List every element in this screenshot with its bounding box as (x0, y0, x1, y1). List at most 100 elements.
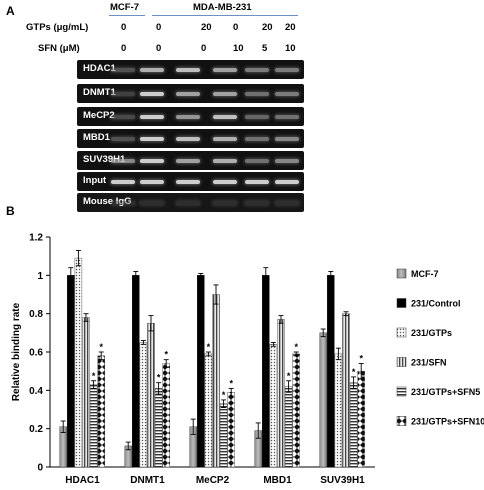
x-tick-label-hdac1: HDAC1 (65, 475, 100, 486)
gel-band-lane-1 (111, 137, 135, 141)
gel-band-lane-2 (140, 68, 164, 72)
significance-marker: * (359, 354, 363, 364)
gtps-value-lane-4: 0 (233, 22, 239, 33)
bar-suv39h1-231-gtps-sfn10 (357, 370, 365, 468)
y-tick-label: 0.8 (29, 309, 43, 320)
gel-band-lane-6 (275, 115, 299, 119)
gel-band-lane-2 (140, 201, 164, 205)
sfn-value-lane-2: 0 (156, 43, 162, 54)
gel-band-lane-2 (140, 180, 164, 184)
gel-row-mouse-igg: Mouse IgG (77, 193, 304, 212)
gel-band-lane-3 (176, 180, 200, 184)
gel-row-dnmt1: DNMT1 (77, 84, 304, 103)
significance-marker: * (92, 371, 96, 381)
bar-dnmt1-231-gtps-sfn5 (154, 388, 163, 468)
bar-mbd1-231-gtps-sfn10 (292, 353, 300, 468)
gel-band-lane-4 (213, 180, 237, 184)
gel-band-lane-3 (176, 137, 200, 141)
gel-band-lane-3 (176, 201, 200, 205)
y-tick-label: 0.4 (29, 386, 43, 397)
panel-b-letter: B (6, 204, 15, 218)
y-tick-label: 0 (37, 463, 43, 474)
cell-line-mcf7-label: MCF-7 (110, 2, 140, 13)
gel-band-lane-4 (213, 159, 237, 163)
cell-line-mda-label: MDA-MB-231 (193, 2, 252, 13)
gel-row-label: MeCP2 (83, 110, 115, 121)
significance-marker: * (222, 390, 226, 400)
gel-band-lane-1 (111, 68, 135, 72)
gel-band-lane-3 (176, 92, 200, 96)
bar-suv39h1-231-sfn (342, 313, 350, 468)
significance-marker: * (99, 342, 103, 352)
legend-swatch-231-gtps-sfn10 (396, 416, 407, 426)
gel-row-label: Input (83, 175, 107, 186)
gel-band-lane-5 (245, 137, 269, 141)
bar-hdac1-231-gtps-sfn10 (97, 355, 105, 468)
y-tick-label: 0.2 (29, 424, 43, 435)
bar-dnmt1-231-gtps-sfn10 (162, 363, 170, 468)
gel-band-lane-1 (111, 115, 135, 119)
bar-hdac1-231-gtps-sfn5 (89, 384, 98, 468)
gel-row-mecp2: MeCP2 (77, 107, 304, 126)
gel-band-lane-4 (213, 137, 237, 141)
legend-swatch-231-sfn (396, 357, 407, 367)
gtps-value-lane-5: 20 (262, 22, 273, 33)
legend-label-231-gtps-sfn5: 231/GTPs+SFN5 (411, 387, 480, 397)
legend-swatch-mcf-7 (396, 268, 407, 279)
gel-row-label: HDAC1 (83, 63, 116, 74)
bar-mbd1-231-control (262, 275, 270, 468)
gel-row-mbd1: MBD1 (77, 129, 304, 148)
legend-swatch-231-gtps (396, 327, 407, 338)
gel-band-lane-3 (176, 159, 200, 163)
gel-row-suv39h1: SUV39H1 (77, 151, 304, 170)
y-tick-label: 0.6 (29, 348, 43, 359)
legend-swatch-231-control (396, 298, 407, 308)
gel-band-lane-4 (213, 92, 237, 96)
bar-mbd1-231-gtps (269, 344, 278, 468)
gel-band-lane-3 (176, 68, 200, 72)
significance-marker: * (294, 342, 298, 352)
y-axis-label: Relative binding rate (11, 302, 22, 401)
sfn-value-lane-1: 0 (121, 43, 127, 54)
significance-marker: * (157, 373, 161, 383)
significance-marker: * (229, 378, 233, 388)
x-tick-label-dnmt1: DNMT1 (130, 475, 165, 486)
gel-band-lane-5 (245, 68, 269, 72)
sfn-value-lane-4: 10 (233, 43, 244, 54)
bar-hdac1-231-control (67, 275, 75, 468)
bar-suv39h1-231-control (327, 275, 335, 468)
bar-mecp2-231-gtps-sfn5 (219, 403, 228, 468)
gel-band-lane-2 (140, 159, 164, 163)
mda-underline (152, 15, 298, 16)
sfn-value-lane-5: 5 (262, 43, 268, 54)
bar-suv39h1-231-gtps-sfn5 (349, 382, 358, 468)
significance-marker: * (287, 371, 291, 381)
gel-band-lane-1 (111, 201, 135, 205)
bar-dnmt1-231-gtps (139, 342, 148, 468)
gel-band-lane-5 (245, 180, 269, 184)
gel-band-lane-5 (245, 92, 269, 96)
gel-band-lane-4 (213, 115, 237, 119)
gtps-label: GTPs (μg/mL) (26, 22, 89, 33)
bar-mecp2-231-gtps-sfn10 (227, 392, 235, 468)
bar-hdac1-231-gtps (74, 257, 83, 468)
gel-band-lane-6 (275, 137, 299, 141)
panel-a-letter: A (6, 4, 15, 18)
gel-row-label: SUV39H1 (83, 154, 126, 165)
bar-suv39h1-231-gtps (334, 353, 343, 468)
gel-band-lane-6 (275, 92, 299, 96)
significance-marker: * (207, 342, 211, 352)
legend-label-231-control: 231/Control (411, 299, 461, 309)
gel-row-input: Input (77, 172, 304, 191)
sfn-value-lane-6: 10 (285, 43, 296, 54)
x-tick-label-mbd1: MBD1 (263, 475, 292, 486)
gtps-value-lane-2: 0 (156, 22, 162, 33)
gel-band-lane-1 (111, 180, 135, 184)
gel-row-hdac1: HDAC1 (77, 60, 304, 79)
bar-mbd1-231-gtps-sfn5 (284, 386, 293, 468)
bar-mecp2-231-sfn (212, 294, 220, 468)
gel-band-lane-3 (176, 115, 200, 119)
bar-dnmt1-231-control (132, 275, 140, 468)
y-tick-label: 1 (37, 271, 43, 282)
mcf7-underline (109, 15, 145, 16)
